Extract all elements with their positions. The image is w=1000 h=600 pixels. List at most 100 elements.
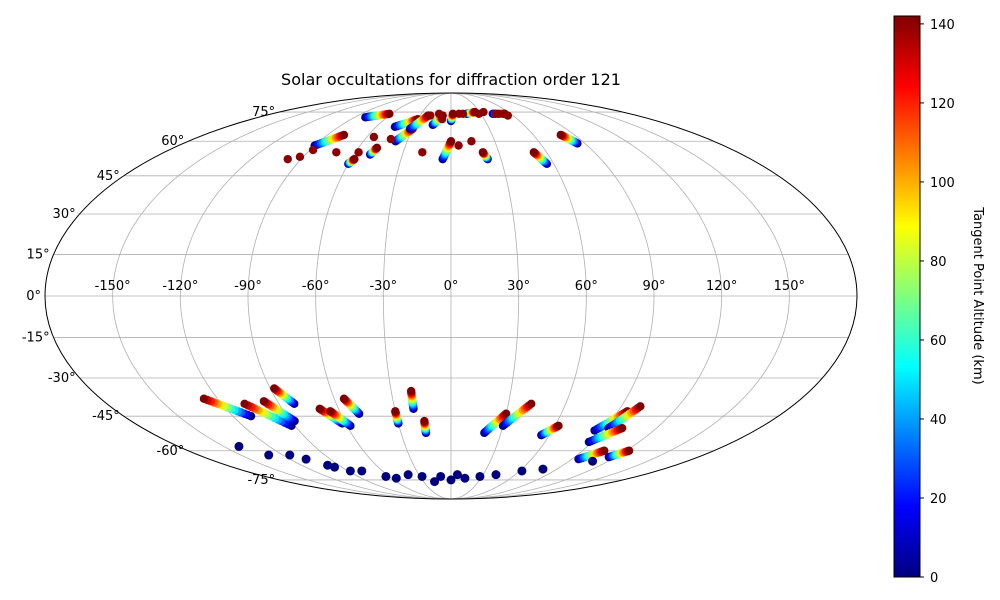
latitude-tick-label: 75° [252, 105, 275, 120]
graticule [45, 93, 857, 499]
longitude-gridline [450, 93, 520, 499]
occultation-point [501, 409, 511, 418]
scatter-points [199, 107, 645, 487]
occultation-point [270, 384, 279, 393]
longitude-gridline [112, 93, 452, 499]
longitude-tick-label: -150° [95, 279, 131, 294]
occultation-point [308, 145, 318, 155]
occultation-point [503, 111, 513, 120]
latitude-tick-label: -15° [22, 331, 50, 346]
colorbar: 0 20 40 60 80 100 120 140 Tangent Point Altitud… [893, 15, 985, 586]
occultation-point [479, 107, 488, 117]
occultation-point [437, 114, 447, 124]
occultation-point [264, 450, 274, 460]
colorbar-tick-label: 60 [930, 334, 947, 349]
colorbar-gradient [893, 15, 921, 578]
occultation-point [357, 466, 367, 476]
latitude-tick-label: 45° [97, 169, 120, 184]
occultation-point [430, 477, 440, 487]
map-boundary [44, 92, 858, 500]
occultation-point [454, 141, 463, 150]
occultation-point [467, 137, 476, 146]
latitude-tick-label: -45° [92, 409, 120, 424]
latitude-tick-label: -30° [48, 371, 76, 386]
occultation-point [448, 109, 458, 118]
occultation-point [491, 470, 501, 480]
colorbar-tick-label: 0 [930, 571, 938, 586]
occultation-point [420, 416, 429, 426]
longitude-tick-label: 60° [575, 279, 598, 294]
latitude-tick-labels: 75° 60° 45° 30° 15° 0° -15° -30° -45° -60° -75° [22, 105, 275, 488]
chart-title: Solar occultations for diffraction order… [281, 70, 621, 89]
occultation-point [354, 148, 363, 157]
longitude-tick-label: 90° [642, 279, 665, 294]
longitude-tick-label: 0° [444, 279, 459, 294]
occultation-point [406, 386, 416, 396]
occultation-point [345, 466, 355, 476]
occultation-point [554, 421, 563, 431]
longitude-gridline [450, 93, 587, 499]
occultation-point [234, 441, 244, 451]
occultation-point [385, 109, 394, 118]
occultation-point [446, 137, 456, 146]
latitude-tick-label: 60° [161, 134, 184, 149]
occultation-point [403, 470, 413, 480]
colorbar-tick-label: 100 [930, 176, 955, 191]
colorbar-label: Tangent Point Altitude (km) [970, 206, 985, 384]
occultation-point [295, 152, 305, 162]
occultation-point [283, 154, 292, 164]
occultation-point [350, 154, 359, 164]
occultation-point [478, 148, 488, 157]
colorbar-tick-label: 20 [930, 492, 947, 507]
occultation-point [285, 450, 295, 460]
occultation-point [458, 109, 468, 118]
occultation-point [369, 132, 379, 142]
longitude-gridline [450, 93, 790, 499]
occultation-point [315, 404, 324, 413]
longitude-gridline [382, 93, 452, 499]
latitude-tick-label: 0° [26, 289, 41, 304]
colorbar-tick-label: 40 [930, 413, 947, 428]
occultation-point [391, 473, 401, 483]
occultation-point [452, 470, 462, 480]
occultation-point [339, 394, 349, 403]
occultation-point [600, 446, 609, 455]
latitude-tick-label: -75° [247, 473, 275, 488]
occultation-point [446, 475, 456, 485]
colorbar-ticks: 0 20 40 60 80 100 120 140 [920, 18, 955, 586]
occultation-point [339, 130, 349, 140]
longitude-tick-label: -120° [162, 279, 198, 294]
longitude-tick-label: 120° [706, 279, 737, 294]
occultation-point [372, 143, 382, 152]
longitude-gridline [179, 93, 452, 499]
occultation-point [381, 471, 391, 481]
occultation-point [326, 407, 335, 416]
longitude-gridline [450, 93, 655, 499]
occultation-point [538, 464, 548, 474]
longitude-tick-label: -60° [302, 279, 330, 294]
occultation-point [418, 148, 427, 157]
occultation-point [417, 471, 427, 481]
occultation-point [556, 130, 565, 140]
occultation-point [460, 473, 470, 483]
occultation-point [475, 471, 485, 481]
occultation-point [517, 466, 527, 476]
occultation-point [240, 399, 249, 408]
occultation-point [332, 148, 341, 157]
longitude-tick-labels: -150° -120° -90° -60° -30° 0° 30° 60° 90° 120° 150… [95, 279, 805, 294]
occultation-point [617, 423, 627, 433]
occultation-point [323, 460, 333, 470]
occultation-point [636, 402, 645, 411]
occultation-point [259, 397, 269, 406]
colorbar-tick-label: 140 [930, 18, 955, 33]
latitude-tick-label: -60° [157, 444, 185, 459]
occultation-point [436, 471, 446, 481]
occultation-point [424, 111, 433, 120]
longitude-tick-label: -90° [234, 279, 262, 294]
occultation-point [527, 399, 536, 408]
occultation-point [386, 134, 396, 144]
latitude-tick-label: 15° [27, 247, 50, 262]
occultation-point [199, 394, 209, 403]
